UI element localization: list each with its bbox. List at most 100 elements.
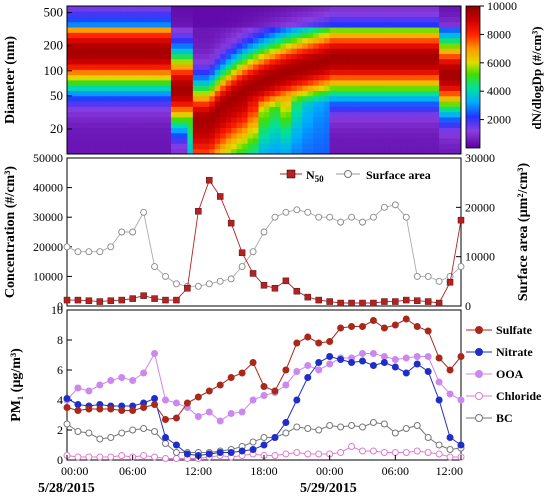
heatmap-cell [269,122,276,128]
heatmap-cell [225,80,232,86]
heatmap-cell [160,90,166,97]
heatmap-cell [367,143,374,150]
heatmap-cell [165,21,172,28]
heatmap-cell [209,95,216,102]
heatmap-cell [455,122,462,128]
heatmap-cell [88,11,95,17]
heatmap-cell [225,21,232,28]
bc-point [326,422,334,429]
heatmap-cell [384,27,391,33]
heatmap-cell [428,148,435,155]
heatmap-cell [313,27,320,33]
surface-area-point [391,201,399,209]
heatmap-cell [214,74,221,81]
heatmap-cell [105,43,112,49]
heatmap-cell [253,48,259,54]
heatmap-cell [181,48,188,54]
heatmap-cell [192,148,199,155]
concentration-y-tick-label: 40000 [33,181,63,195]
heatmap-cell [264,122,270,128]
heatmap-cell [324,80,331,86]
heatmap-cell [203,69,210,76]
heatmap-cell [236,53,243,60]
heatmap-cell [433,80,440,86]
heatmap-cell [395,111,402,118]
heatmap-cell [99,95,106,102]
heatmap-cell [362,64,369,70]
heatmap-cell [72,143,79,150]
heatmap-cell [346,117,352,123]
heatmap-cell [274,48,281,54]
heatmap-cell [170,16,177,23]
heatmap-cell [313,101,320,107]
heatmap-cell [192,80,199,86]
heatmap-cell [165,148,172,155]
heatmap-cell [138,106,145,113]
heatmap-cell [165,132,172,139]
heatmap-cell [67,101,73,107]
heatmap-cell [450,85,456,91]
heatmap-cell [439,111,445,118]
heatmap-cell [160,21,166,28]
surface-area-point [271,213,279,221]
heatmap-cell [258,143,265,150]
heatmap-cell [400,85,407,91]
heatmap-cell [455,16,462,23]
heatmap-cell [247,43,254,49]
heatmap-cell [236,148,243,155]
heatmap-cell [149,117,155,123]
heatmap-cell [94,37,101,44]
heatmap-cell [291,95,298,102]
heatmap-cell [72,117,79,123]
heatmap-cell [406,138,413,144]
heatmap-cell [242,6,248,12]
heatmap-cell [428,48,435,54]
heatmap-cell [236,6,243,12]
heatmap-cell [296,138,303,144]
heatmap-cell [99,43,106,49]
heatmap-cell [351,143,358,150]
surface-area-point [380,203,388,211]
heatmap-cell [236,101,243,107]
heatmap-cell [357,138,363,144]
chloride-point [293,449,301,456]
heatmap-cell [258,16,265,23]
heatmap-cell [67,27,73,33]
heatmap-cell [395,148,402,155]
heatmap-cell [417,43,424,49]
heatmap-cell [94,122,101,128]
heatmap-cell [105,64,112,70]
date-label-1: 5/28/2015 [38,481,95,496]
heatmap-cell [329,101,336,107]
heatmap-cell [253,148,259,155]
heatmap-cell [247,53,254,60]
heatmap-cell [384,111,391,118]
heatmap-cell [165,53,172,60]
heatmap-cell [99,90,106,97]
heatmap-cell [203,43,210,49]
heatmap-cell [143,16,150,23]
heatmap-cell [373,64,380,70]
heatmap-cell [220,85,227,91]
heatmap-cell [406,106,413,113]
heatmap-cell [422,111,429,118]
heatmap-cell [285,11,292,17]
heatmap-cell [77,95,84,102]
heatmap-cell [264,11,270,17]
heatmap-cell [121,143,128,150]
heatmap-cell [77,11,84,17]
heatmap-cell [395,101,402,107]
bc-point [162,440,169,447]
heatmap-cell [99,6,106,12]
legend-chloride-marker [475,392,483,400]
heatmap-cell [242,74,248,81]
heatmap-cell [439,80,445,86]
heatmap-cell [362,132,369,139]
heatmap-cell [192,11,199,17]
heatmap-cell [149,95,155,102]
heatmap-cell [72,37,79,44]
heatmap-cell [439,122,445,128]
heatmap-cell [198,58,205,65]
heatmap-cell [72,127,79,134]
heatmap-cell [203,111,210,118]
